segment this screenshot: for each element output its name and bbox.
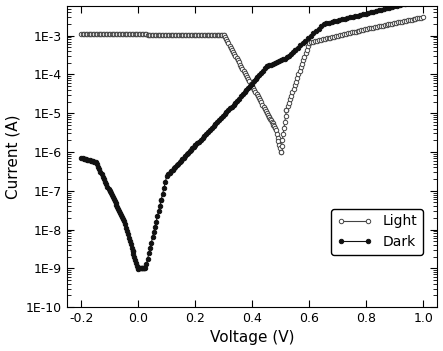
Light bbox=[399, 20, 404, 24]
X-axis label: Voltage (V): Voltage (V) bbox=[210, 330, 295, 345]
Light bbox=[99, 32, 104, 37]
Light bbox=[232, 52, 237, 56]
Light bbox=[420, 15, 426, 19]
Dark bbox=[79, 156, 84, 160]
Dark bbox=[334, 19, 339, 23]
Dark bbox=[135, 266, 140, 271]
Y-axis label: Current (A): Current (A) bbox=[6, 114, 20, 199]
Light bbox=[240, 67, 245, 71]
Dark bbox=[125, 232, 131, 237]
Light bbox=[79, 32, 84, 36]
Light bbox=[195, 33, 201, 37]
Light bbox=[278, 150, 284, 154]
Dark bbox=[420, 0, 426, 1]
Line: Light: Light bbox=[79, 15, 425, 154]
Line: Dark: Dark bbox=[79, 0, 425, 271]
Dark bbox=[187, 149, 192, 153]
Light bbox=[262, 107, 267, 111]
Legend: Light, Dark: Light, Dark bbox=[331, 209, 423, 255]
Dark bbox=[193, 143, 198, 147]
Dark bbox=[81, 157, 86, 161]
Dark bbox=[365, 11, 371, 15]
